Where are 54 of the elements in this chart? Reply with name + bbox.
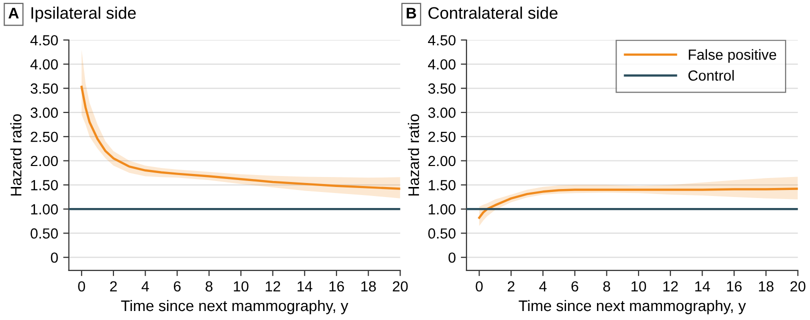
x-tick-label: 20 [392, 281, 408, 292]
x-tick-label: 0 [476, 281, 483, 292]
y-tick-label: 1.50 [31, 180, 58, 190]
x-tick-label: 6 [174, 281, 181, 292]
y-tick-label: 2.00 [30, 156, 58, 166]
y-tick-label: 1.00 [31, 204, 58, 214]
y-tick-label: 1.00 [428, 204, 456, 214]
line-series [478, 188, 798, 219]
y-tick-label: 3.00 [30, 108, 58, 118]
x-tick-label: 20 [790, 281, 806, 292]
x-tick-label: 18 [758, 281, 774, 292]
chart-title: Ipsilateral side [32, 6, 136, 22]
y-tick-label: 3.50 [30, 83, 58, 94]
text: A [8, 8, 19, 18]
text: B [406, 8, 416, 18]
x-tick-label: 14 [298, 281, 312, 292]
x-axis-title: Time since next mammography, y [518, 300, 746, 314]
x-tick-label: 2 [110, 281, 117, 292]
x-tick-label: 8 [206, 281, 212, 292]
x-tick-label: 16 [727, 281, 742, 292]
y-tick-label: 0 [448, 252, 456, 263]
y-tick-label: 0 [50, 252, 58, 263]
legend-label: Control [688, 70, 734, 81]
x-tick-label: 10 [632, 281, 646, 292]
x-axis-title: Time since next mammography, y [121, 300, 348, 314]
y-tick-label: 4.00 [30, 59, 58, 70]
y-tick-label: 2.50 [428, 132, 456, 142]
y-tick-label: 2.00 [428, 156, 456, 166]
x-tick-label: 4 [539, 281, 547, 292]
x-tick-label: 12 [663, 281, 678, 292]
y-tick-label: 1.50 [428, 180, 456, 190]
x-tick-label: 6 [572, 281, 578, 292]
y-tick-label: 3.50 [428, 83, 456, 94]
y-tick-label: 0.50 [30, 228, 58, 239]
y-tick-label: 2.50 [30, 132, 58, 142]
x-tick-label: 14 [695, 281, 710, 292]
y-tick-label: 4.50 [428, 35, 456, 46]
y-axis-title: Hazard ratio [408, 114, 420, 196]
y-tick-label: 0.50 [428, 228, 456, 239]
line-series [80, 86, 400, 190]
x-tick-label: 0 [78, 281, 86, 292]
x-tick-label: 8 [603, 281, 610, 292]
y-axis-title: Hazard ratio [10, 114, 22, 196]
x-tick-label: 4 [142, 281, 149, 292]
x-tick-label: 18 [361, 281, 376, 292]
y-tick-label: 4.50 [30, 35, 58, 46]
legend-label: False positive [688, 49, 776, 63]
y-tick-label: 4.00 [428, 59, 456, 70]
chart-title: Contralateral side [428, 6, 558, 19]
x-tick-label: 12 [266, 281, 280, 292]
x-tick-label: 2 [508, 281, 514, 292]
x-tick-label: 16 [329, 281, 344, 292]
y-tick-label: 3.00 [428, 108, 456, 118]
x-tick-label: 10 [234, 281, 248, 292]
